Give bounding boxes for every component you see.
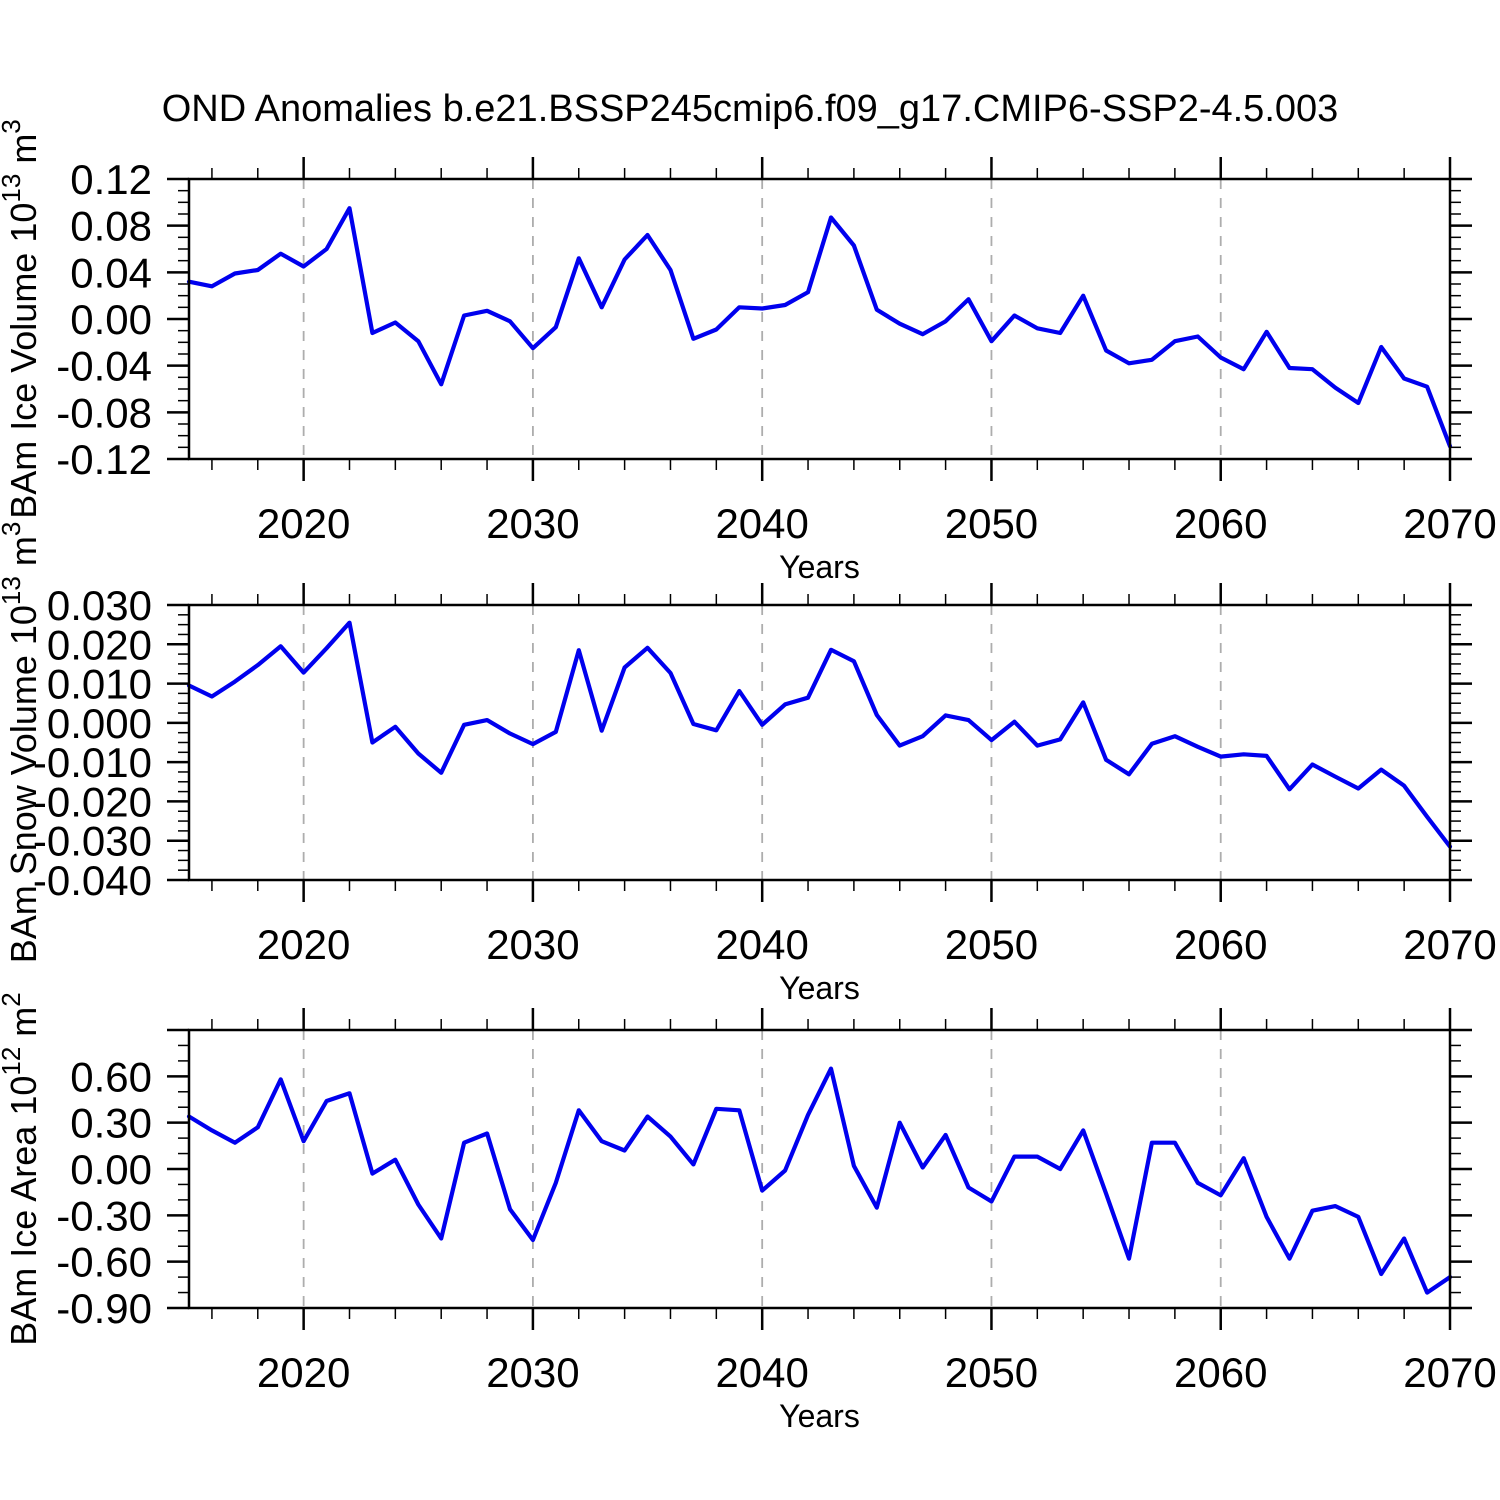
panel-ice-area: 2020 2030 2040 2050 2060 2070 Years 0.600.300.0…	[0, 992, 1497, 1434]
y-tick-label: -0.020	[33, 778, 152, 825]
x-axis-title: Years	[779, 1398, 860, 1434]
x-tick-label: 2060	[1174, 500, 1267, 547]
y-axis-title: BAm Ice Area 1012 m2	[0, 992, 44, 1346]
x-axis-title: Years	[779, 549, 860, 585]
x-tick-label: 2040	[715, 500, 808, 547]
x-tick-label: 2030	[486, 1349, 579, 1396]
y-tick-label: 0.04	[70, 249, 152, 296]
x-tick-label: 2070	[1403, 500, 1496, 547]
y-tick-label: -0.030	[33, 818, 152, 865]
x-tick-label: 2020	[257, 1349, 350, 1396]
chart-title: OND Anomalies b.e21.BSSP245cmip6.f09_g17…	[162, 88, 1339, 130]
y-tick-label: -0.12	[56, 436, 152, 483]
x-tick-label: 2060	[1174, 921, 1267, 968]
y-tick-label: 0.020	[47, 621, 152, 668]
x-tick-label: 2030	[486, 921, 579, 968]
x-tick-label: 2020	[257, 921, 350, 968]
data-line-ice-volume	[186, 206, 1453, 449]
y-tick-label: -0.30	[56, 1192, 152, 1239]
y-tick-label: -0.04	[56, 343, 152, 390]
y-tick-label: 0.08	[70, 203, 152, 250]
y-tick-label: -0.040	[33, 857, 152, 904]
data-line-ice-area	[186, 1066, 1453, 1295]
x-tick-label: 2060	[1174, 1349, 1267, 1396]
y-tick-label: -0.08	[56, 389, 152, 436]
x-tick-label: 2050	[945, 500, 1038, 547]
y-tick-label: -0.60	[56, 1239, 152, 1286]
y-tick-label: 0.00	[70, 1146, 152, 1193]
panels-group: 2020 2030 2040 2050 2060 2070Years0.120.080.0…	[0, 119, 1497, 1434]
x-axis-title: Years	[779, 970, 860, 1006]
x-tick-label: 2070	[1403, 1349, 1496, 1396]
y-tick-label: 0.00	[70, 296, 152, 343]
x-tick-label: 2050	[945, 921, 1038, 968]
y-axis-title: BAm Snow Volume 1013 m3	[0, 522, 44, 964]
y-tick-label: 0.12	[70, 156, 152, 203]
y-tick-label: 0.000	[47, 700, 152, 747]
x-tick-label: 2040	[715, 1349, 808, 1396]
x-tick-label: 2050	[945, 1349, 1038, 1396]
data-line-snow-volume	[186, 620, 1453, 849]
y-tick-label: -0.90	[56, 1285, 152, 1332]
x-tick-label: 2030	[486, 500, 579, 547]
y-tick-label: 0.010	[47, 661, 152, 708]
plot-box	[187, 177, 1452, 461]
x-tick-label: 2020	[257, 500, 350, 547]
y-tick-label: -0.010	[33, 739, 152, 786]
x-tick-label: 2070	[1403, 921, 1496, 968]
y-tick-label: 0.030	[47, 582, 152, 629]
y-axis-title: BAm Ice Volume 1013 m3	[0, 119, 44, 519]
x-tick-label: 2040	[715, 921, 808, 968]
plot-box	[187, 603, 1452, 882]
y-tick-label: 0.60	[70, 1053, 152, 1100]
y-tick-label: 0.30	[70, 1100, 152, 1147]
panel-ice-volume: 2020 2030 2040 2050 2060 2070Years0.120.080.0…	[0, 119, 1497, 585]
panel-snow-volume: 2020 2030 2040 2050 2060 2070Years0.0300.0200…	[0, 522, 1497, 1006]
